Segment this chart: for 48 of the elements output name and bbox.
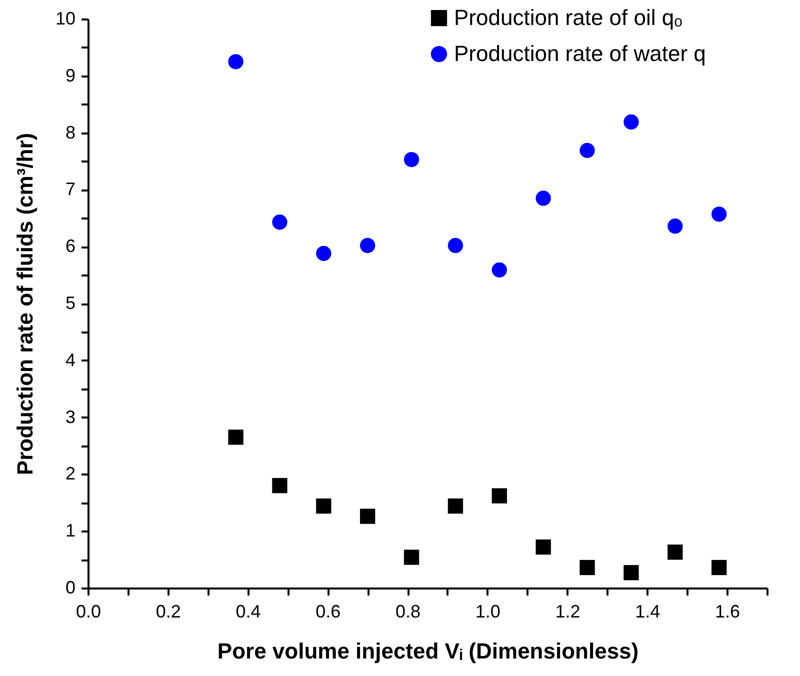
point xyxy=(492,262,507,278)
point xyxy=(711,206,727,222)
point xyxy=(228,54,244,70)
point xyxy=(404,550,420,565)
x-tick-label: 1.6 xyxy=(715,602,740,622)
x-tick-label: 1.2 xyxy=(555,602,580,622)
point xyxy=(624,565,639,580)
y-axis-title: Production rate of fluids (cm³/hr) xyxy=(12,132,38,476)
x-tick-label: 0.8 xyxy=(396,602,421,622)
point xyxy=(536,190,551,206)
y-tick-label: 9 xyxy=(65,65,76,86)
point xyxy=(668,544,683,560)
point xyxy=(316,498,332,514)
x-tick-label: 1.0 xyxy=(475,602,500,622)
x-tick-label: 1.4 xyxy=(635,602,660,622)
legend-label: Production rate of oil qₒ xyxy=(454,5,682,30)
y-tick-label: 2 xyxy=(65,464,76,484)
point xyxy=(228,430,244,445)
y-tick-label: 0 xyxy=(65,578,76,598)
point xyxy=(360,508,376,524)
point xyxy=(580,142,595,158)
point xyxy=(404,152,420,168)
x-tick-label: 0.6 xyxy=(316,602,341,622)
point xyxy=(711,560,727,576)
x-tick-label: 0.2 xyxy=(156,602,181,622)
point xyxy=(448,238,464,254)
y-tick-label: 10 xyxy=(55,8,76,28)
y-tick-label: 3 xyxy=(65,406,76,427)
point xyxy=(668,218,683,234)
x-tick-label: 0.4 xyxy=(236,602,261,622)
point xyxy=(360,238,376,254)
legend-label: Production rate of water q xyxy=(454,41,706,66)
x-tick-label: 0.0 xyxy=(76,602,102,622)
y-tick-label: 4 xyxy=(65,350,76,370)
point xyxy=(272,478,288,494)
y-tick-label: 1 xyxy=(65,520,76,541)
point xyxy=(580,560,595,576)
point xyxy=(316,246,332,261)
point xyxy=(272,214,288,230)
point xyxy=(624,114,639,130)
y-tick-label: 6 xyxy=(65,236,76,256)
y-tick-label: 7 xyxy=(65,179,76,200)
point xyxy=(536,539,551,555)
y-tick-label: 5 xyxy=(65,293,76,313)
y-tick-label: 8 xyxy=(65,122,76,142)
x-axis-title: Pore volume injected Vᵢ (Dimensionless) xyxy=(217,638,639,664)
point xyxy=(448,498,464,514)
point xyxy=(492,488,507,504)
